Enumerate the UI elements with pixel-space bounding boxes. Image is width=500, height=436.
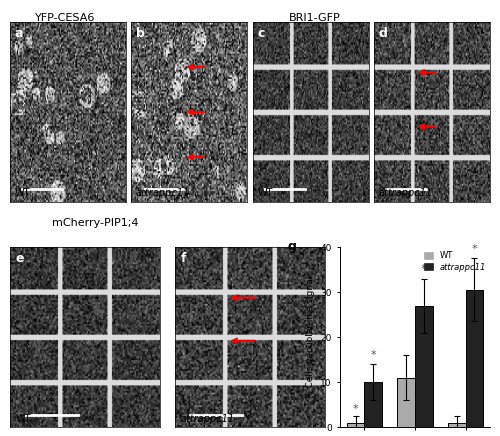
Legend: WT, attrappc11: WT, attrappc11 xyxy=(424,251,486,272)
Text: g: g xyxy=(288,240,296,253)
Text: *: * xyxy=(353,404,358,414)
Text: *: * xyxy=(370,350,376,360)
Text: WT: WT xyxy=(14,188,30,198)
Bar xyxy=(398,378,415,427)
Text: WT: WT xyxy=(258,188,273,198)
Bar xyxy=(466,290,483,427)
Bar xyxy=(347,423,364,427)
Text: attrappc11: attrappc11 xyxy=(181,414,235,424)
Text: f: f xyxy=(181,252,186,266)
Text: c: c xyxy=(258,27,265,40)
Text: mCherry-PIP1;4: mCherry-PIP1;4 xyxy=(52,218,138,228)
Text: e: e xyxy=(16,252,24,266)
Text: d: d xyxy=(379,27,388,40)
Text: *: * xyxy=(472,244,477,254)
Bar xyxy=(448,423,466,427)
Bar xyxy=(415,306,432,427)
Text: a: a xyxy=(14,27,23,40)
Text: BRI1-GFP: BRI1-GFP xyxy=(289,13,341,23)
Text: YFP-CESA6: YFP-CESA6 xyxy=(35,13,95,23)
Text: attrappc11: attrappc11 xyxy=(379,188,433,198)
Text: b: b xyxy=(136,27,145,40)
Text: attrappc11: attrappc11 xyxy=(136,188,190,198)
Bar xyxy=(364,382,382,427)
Text: WT: WT xyxy=(16,414,32,424)
Text: *: * xyxy=(421,264,426,274)
Y-axis label: % Cells vacuolar-like signal: % Cells vacuolar-like signal xyxy=(306,276,314,399)
